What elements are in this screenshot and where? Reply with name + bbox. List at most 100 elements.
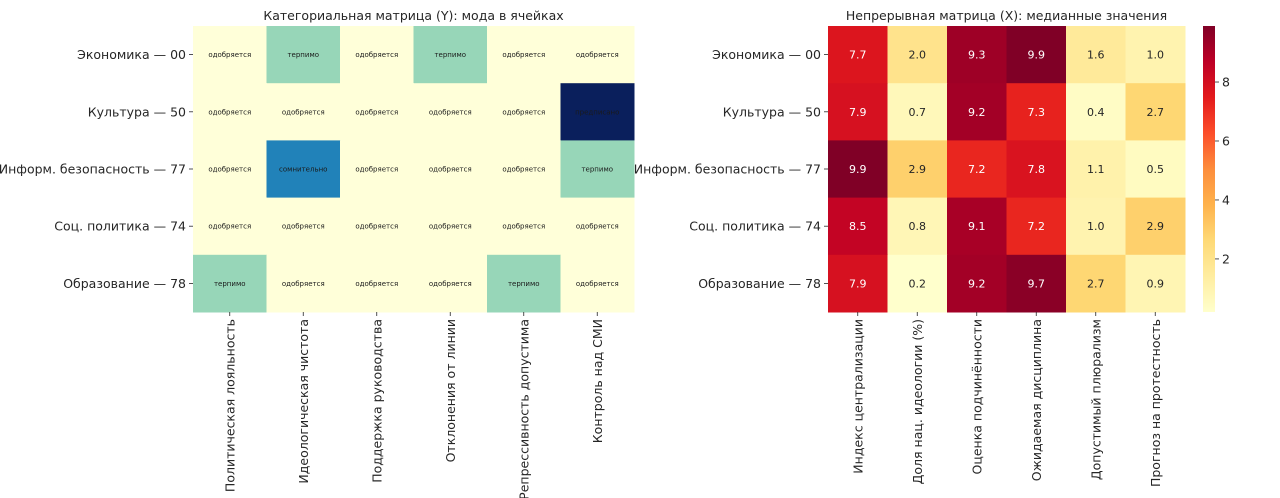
column-label-прогноз-на-протестность: Прогноз на протестность	[1148, 319, 1163, 487]
column-label-индекс-централизации: Индекс централизации	[850, 319, 865, 474]
column-label-оценка-подчинённости: Оценка подчинённости	[969, 319, 984, 475]
column-label-отклонения-от-линии: Отклонения от линии	[443, 319, 458, 462]
category-cell	[193, 26, 267, 84]
value-cell-label: 9.1	[968, 220, 986, 233]
category-cell	[340, 197, 414, 256]
category-cell	[340, 140, 414, 199]
colorbar-tick-label: 6	[1222, 133, 1230, 148]
value-cell-label: 9.9	[1028, 49, 1046, 62]
value-cell-label: 7.2	[1028, 220, 1046, 233]
value-cell	[1125, 83, 1186, 141]
value-cell-label: 9.9	[849, 163, 867, 176]
category-cell	[487, 140, 561, 199]
value-cell-label: 2.7	[1087, 277, 1105, 290]
value-cell-label: 0.8	[909, 220, 927, 233]
category-cell	[487, 26, 561, 84]
value-cell-label: 1.1	[1087, 163, 1105, 176]
category-cell-label: одобряется	[355, 51, 398, 59]
categorical-heatmap-row-labels: Экономика — 00 Культура — 50 Информ. безоп…	[0, 47, 193, 291]
category-cell	[266, 140, 341, 199]
category-cell-label: одобряется	[355, 108, 398, 116]
continuous-heatmap-row-labels: Экономика — 00 Культура — 50 Информ. безоп…	[634, 47, 828, 291]
category-cell-label: одобряется	[355, 223, 398, 231]
row-label-экономика-00: Экономика — 00	[77, 47, 186, 62]
category-cell-label: одобряется	[429, 166, 472, 174]
row-label-образование-78: Образование — 78	[698, 276, 821, 291]
row-label-информ-безопасность-77: Информ. безопасность — 77	[634, 162, 821, 177]
colorbar-tick-label: 4	[1222, 192, 1230, 207]
value-cell	[887, 197, 948, 256]
value-cell	[947, 140, 1007, 199]
category-cell	[413, 197, 488, 256]
category-cell	[193, 254, 267, 313]
value-cell	[947, 26, 1007, 84]
column-label-репрессивность-допустима: Репрессивность допустима	[516, 319, 531, 498]
value-cell-label: 1.6	[1087, 49, 1105, 62]
value-cell	[1066, 140, 1126, 199]
category-cell-label: сомнительно	[279, 166, 327, 174]
value-cell-label: 8.5	[849, 220, 867, 233]
value-cell-label: 7.7	[849, 49, 867, 62]
category-cell-label: терпимо	[434, 51, 466, 59]
value-cell-label: 2.0	[909, 49, 927, 62]
value-cell-label: 9.3	[968, 49, 986, 62]
value-cell	[1006, 26, 1067, 84]
column-label-поддержка-руководства: Поддержка руководства	[369, 319, 384, 483]
category-cell	[193, 197, 267, 256]
category-cell-label: одобряется	[282, 223, 325, 231]
value-cell-label: 9.2	[968, 106, 986, 119]
category-cell-label: одобряется	[282, 280, 325, 288]
row-label-образование-78: Образование — 78	[63, 276, 186, 291]
value-cell-label: 0.9	[1147, 277, 1165, 290]
category-cell	[340, 26, 414, 84]
category-cell-label: одобряется	[576, 223, 619, 231]
value-cell-label: 2.9	[1147, 220, 1165, 233]
category-cell	[560, 140, 635, 199]
value-cell	[1006, 254, 1067, 313]
colorbar-tick-label: 2	[1222, 251, 1230, 266]
value-cell	[887, 26, 948, 84]
row-label-соц-политика-74: Соц. политика — 74	[689, 219, 821, 234]
value-cell-label: 1.0	[1087, 220, 1105, 233]
row-label-культура-50: Культура — 50	[723, 104, 821, 119]
category-cell	[560, 26, 635, 84]
value-cell	[947, 197, 1007, 256]
value-cell	[1125, 140, 1186, 199]
value-cell-label: 0.2	[909, 277, 927, 290]
column-label-доля-нац-идеологии: Доля нац. идеологии (%)	[910, 319, 925, 484]
category-cell-label: одобряется	[502, 51, 545, 59]
category-cell	[266, 26, 341, 84]
category-cell	[413, 254, 488, 313]
value-cell	[887, 140, 948, 199]
value-cell	[1006, 83, 1067, 141]
categorical-heatmap-cells: одобряется терпимо одобряется терпимо одобря…	[193, 26, 635, 313]
category-cell	[266, 197, 341, 256]
value-cell	[1125, 197, 1186, 256]
category-cell-label: терпимо	[581, 166, 613, 174]
category-cell-label: одобряется	[208, 51, 251, 59]
category-cell-label: предписано	[575, 108, 619, 116]
value-cell	[828, 83, 888, 141]
colorbar-tick-label: 8	[1222, 75, 1230, 90]
colorbar-gradient	[1203, 26, 1215, 312]
value-cell-label: 9.7	[1028, 277, 1046, 290]
category-cell-label: одобряется	[429, 108, 472, 116]
value-cell-label: 2.9	[909, 163, 927, 176]
category-cell-label: одобряется	[208, 223, 251, 231]
category-cell	[560, 254, 635, 313]
row-label-экономика-00: Экономика — 00	[712, 47, 821, 62]
value-cell	[828, 26, 888, 84]
value-cell-label: 1.0	[1147, 49, 1165, 62]
category-cell	[413, 140, 488, 199]
category-cell	[266, 83, 341, 141]
value-cell	[1066, 83, 1126, 141]
categorical-heatmap: Категориальная матрица (Y): мода в ячейк…	[0, 8, 635, 498]
value-cell-label: 2.7	[1147, 106, 1165, 119]
category-cell-label: одобряется	[429, 280, 472, 288]
category-cell	[560, 197, 635, 256]
category-cell	[193, 140, 267, 199]
category-cell	[413, 83, 488, 141]
value-cell	[828, 197, 888, 256]
column-label-идеологическая-чистота: Идеологическая чистота	[296, 319, 311, 484]
